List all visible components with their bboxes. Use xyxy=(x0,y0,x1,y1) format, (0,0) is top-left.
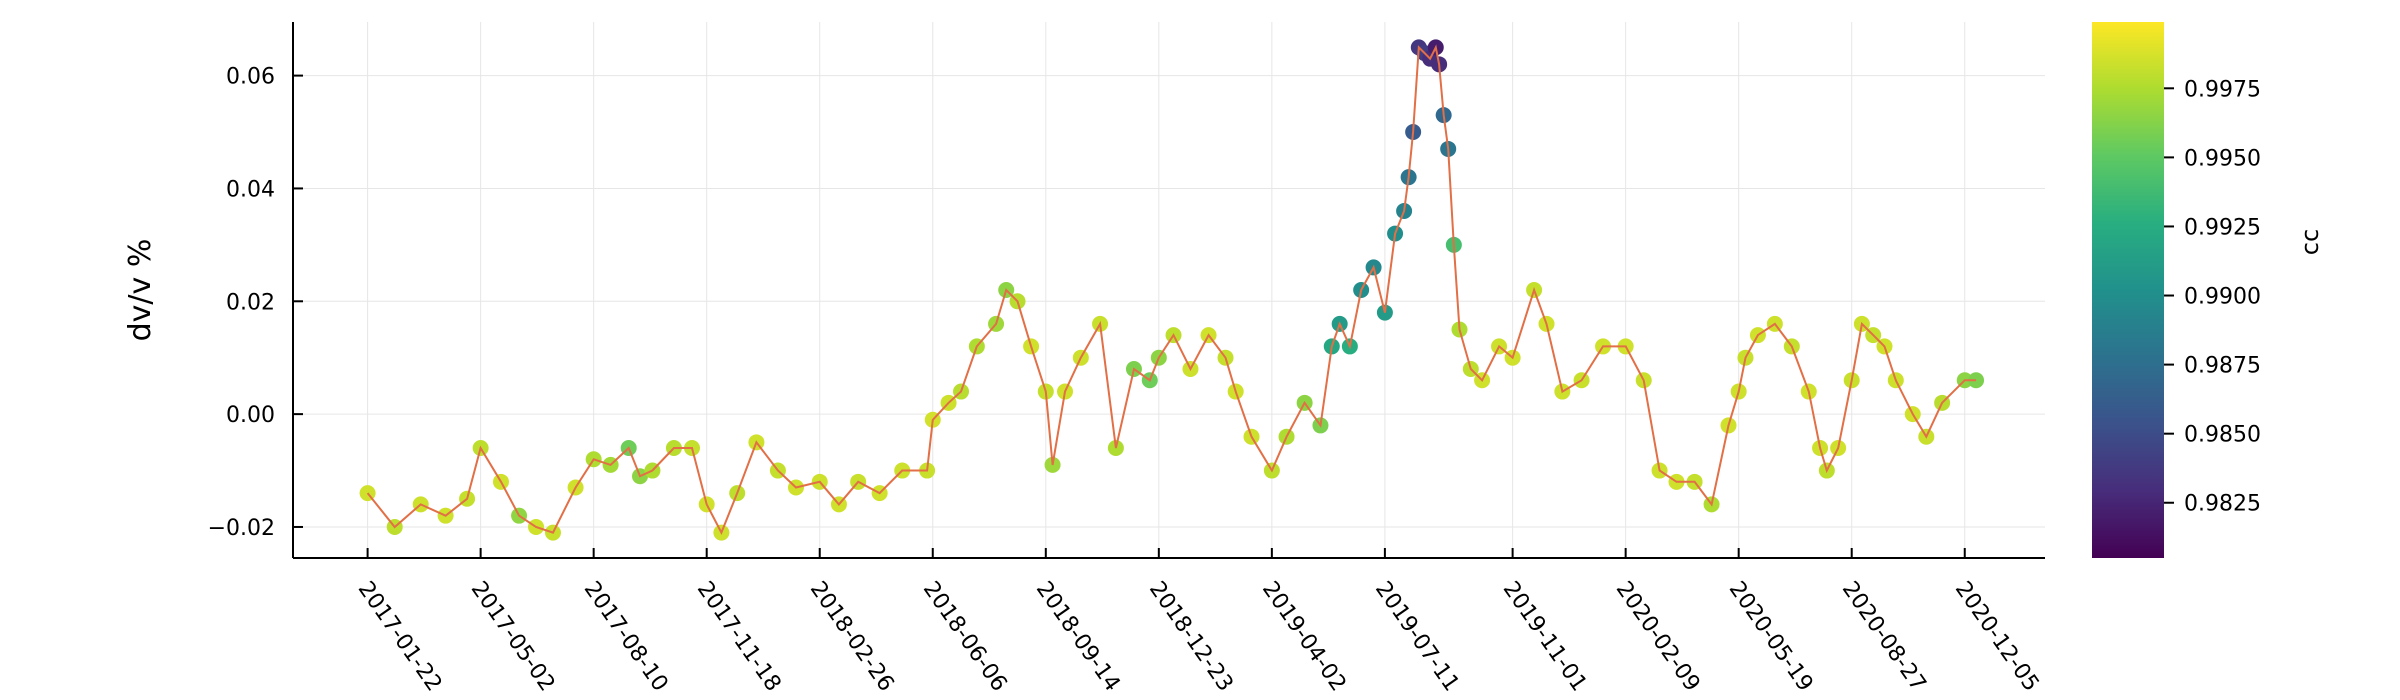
series-line xyxy=(366,44,1977,535)
colorbar-ticks: 0.9825 0.9850 0.9875 0.9900 0.9925 0.9950 0.99… xyxy=(2164,77,2261,517)
x-tick-label: 2020-02-09 xyxy=(1611,577,1705,696)
colorbar: 0.9825 0.9850 0.9875 0.9900 0.9925 0.9950 0.99… xyxy=(2092,22,2324,558)
colorbar-tick-label: 0.9900 xyxy=(2184,285,2261,310)
plot-area xyxy=(359,39,1985,541)
x-tick-label: 2017-11-18 xyxy=(692,577,786,696)
colorbar-tick-label: 0.9975 xyxy=(2184,77,2261,102)
x-tick-label: 2018-12-23 xyxy=(1144,577,1238,696)
y-tick-label: −0.02 xyxy=(208,516,275,541)
x-tick-label: 2017-05-02 xyxy=(466,577,560,696)
x-tick-label: 2020-05-19 xyxy=(1724,577,1818,696)
y-tick-label: 0.04 xyxy=(226,177,275,202)
x-tick-label: 2018-06-06 xyxy=(918,577,1012,696)
y-tick-labels: −0.02 0.00 0.02 0.04 0.06 xyxy=(208,65,303,541)
y-axis-label: dv/v % xyxy=(123,239,158,342)
x-tick-label: 2019-04-02 xyxy=(1257,577,1351,696)
x-tick-labels: 2017-01-22 2017-05-02 2017-08-10 2017-11-18… xyxy=(353,548,2044,696)
y-tick-label: 0.02 xyxy=(226,290,275,315)
x-tick-label: 2018-02-26 xyxy=(805,577,899,696)
x-tick-label: 2020-12-05 xyxy=(1950,577,2044,696)
grid-lines xyxy=(293,22,2045,558)
colorbar-tick-label: 0.9825 xyxy=(2184,492,2261,517)
x-tick-label: 2019-07-11 xyxy=(1370,577,1464,696)
colorbar-tick-label: 0.9875 xyxy=(2184,354,2261,379)
x-tick-label: 2020-08-27 xyxy=(1837,577,1931,696)
x-tick-label: 2019-11-01 xyxy=(1498,577,1592,696)
x-tick-label: 2017-08-10 xyxy=(579,577,673,696)
scatter-points xyxy=(359,39,1985,541)
y-tick-label: 0.00 xyxy=(226,403,275,428)
colorbar-bar xyxy=(2092,22,2164,558)
x-tick-label: 2017-01-22 xyxy=(353,577,447,696)
plot-axes xyxy=(292,22,2045,559)
colorbar-tick-label: 0.9925 xyxy=(2184,215,2261,240)
colorbar-tick-label: 0.9950 xyxy=(2184,146,2261,171)
x-tick-label: 2018-09-14 xyxy=(1031,577,1125,696)
colorbar-tick-label: 0.9850 xyxy=(2184,423,2261,448)
colorbar-label: cc xyxy=(2296,229,2324,255)
y-tick-label: 0.06 xyxy=(226,65,275,90)
